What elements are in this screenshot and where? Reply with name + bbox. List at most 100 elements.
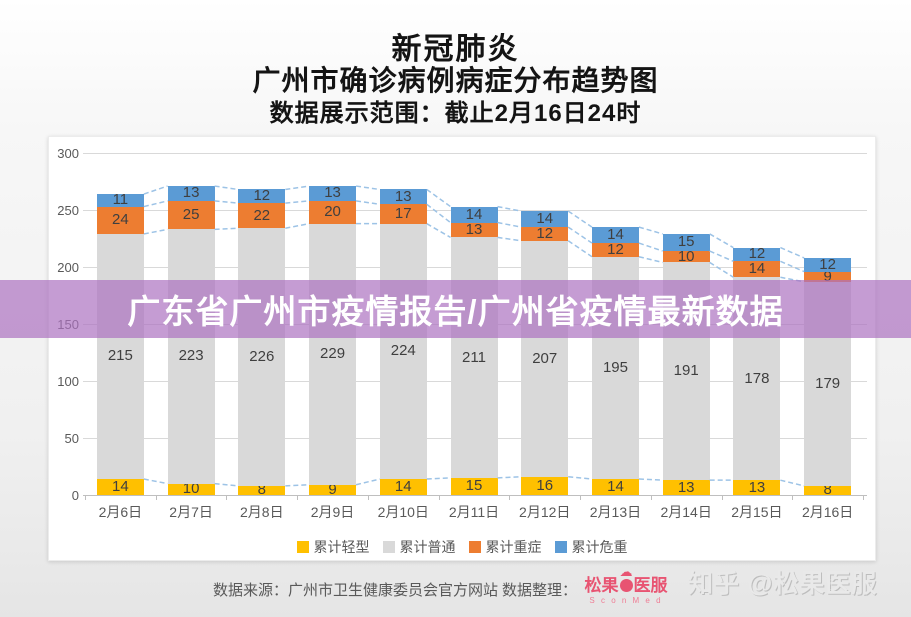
banner-text: 广东省广州市疫情报告/广州省疫情最新数据 <box>127 293 784 330</box>
x-axis-label: 2月9日 <box>310 504 355 520</box>
bar-segment-累计轻型 <box>662 480 710 495</box>
segment-value-label: 215 <box>107 347 133 365</box>
chart-legend: 累计轻型 累计普通 累计重症 累计危重 <box>49 537 875 557</box>
legend-swatch <box>554 541 567 553</box>
legend-item-累计重症: 累计重症 <box>468 537 542 557</box>
bar-segment-累计轻型 <box>379 479 427 495</box>
segment-value-label: 11 <box>112 191 129 209</box>
data-collation-label: 数据整理： <box>502 582 578 599</box>
legend-label: 累计危重 <box>571 539 628 555</box>
segment-value-label: 207 <box>532 349 558 367</box>
x-axis-tick <box>792 495 794 500</box>
bar-segment-累计重症 <box>591 243 639 257</box>
legend-swatch <box>382 541 395 553</box>
gridline <box>83 495 867 496</box>
segment-value-label: 14 <box>536 210 554 228</box>
segment-value-label: 211 <box>462 348 486 366</box>
segment-value-label: 8 <box>257 481 266 499</box>
segment-value-label: 13 <box>182 184 200 202</box>
bar-segment-累计轻型 <box>96 479 144 495</box>
bar-segment-累计普通 <box>450 237 498 478</box>
bar-segment-累计危重 <box>804 257 852 272</box>
legend-label: 累计普通 <box>399 539 456 555</box>
segment-value-label: 22 <box>253 206 271 224</box>
legend-label: 累计重症 <box>485 539 542 555</box>
segment-value-label: 15 <box>677 233 695 251</box>
bar-segment-累计危重 <box>521 211 569 228</box>
bar-segment-累计危重 <box>379 189 427 205</box>
y-axis-label: 250 <box>57 203 79 218</box>
segment-value-label: 179 <box>815 374 841 392</box>
segment-value-label: 191 <box>673 362 699 380</box>
segment-value-label: 25 <box>182 206 200 224</box>
segment-value-label: 12 <box>607 240 624 258</box>
legend-swatch <box>296 541 309 553</box>
x-axis-label: 2月15日 <box>731 504 783 520</box>
segment-value-label: 13 <box>394 187 412 205</box>
segment-value-label: 12 <box>536 224 554 242</box>
data-source-label: 数据来源：广州市卫生健康委员会官方网站 <box>213 582 499 599</box>
y-axis-label: 100 <box>57 374 79 389</box>
bar-segment-累计轻型 <box>238 485 286 495</box>
x-axis-tick <box>226 495 228 500</box>
footer: 数据来源：广州市卫生健康委员会官方网站 数据整理： 松果 ☁ 医服 S c o n … <box>0 561 911 617</box>
y-axis-label: 50 <box>64 431 79 446</box>
x-axis-tick <box>580 495 582 500</box>
bar-segment-累计普通 <box>96 233 144 480</box>
bar-segment-累计重症 <box>521 227 569 241</box>
songguo-logo: 松果 ☁ 医服 S c o n M e d <box>583 565 669 605</box>
bar-segment-累计危重 <box>167 186 215 201</box>
logo-text-right: 医服 <box>633 576 668 595</box>
segment-value-label: 226 <box>249 348 275 366</box>
x-axis-tick <box>297 495 299 500</box>
bar-segment-累计危重 <box>733 247 781 262</box>
y-axis-label: 300 <box>57 146 79 161</box>
y-axis-label: 200 <box>57 260 79 275</box>
bar-segment-累计轻型 <box>733 480 781 495</box>
overlay-banner: 广东省广州市疫情报告/广州省疫情最新数据 <box>0 280 911 338</box>
y-axis-label: 0 <box>71 488 79 503</box>
segment-value-label: 16 <box>536 476 554 494</box>
plot-area: 0501001502002503002月6日2月7日2月8日2月9日2月10日2… <box>49 137 875 560</box>
segment-value-label: 195 <box>602 358 628 376</box>
x-axis-label: 2月8日 <box>240 504 284 520</box>
segment-value-label: 14 <box>394 478 412 496</box>
page-subtitle: 广州市确诊病例病症分布趋势图 <box>252 65 659 96</box>
logo-text-left: 松果 <box>584 576 619 595</box>
x-axis-tick <box>155 495 157 500</box>
x-axis-tick <box>85 495 86 500</box>
legend-label: 累计轻型 <box>313 539 370 555</box>
bar-segment-累计轻型 <box>167 483 215 495</box>
segment-value-label: 14 <box>607 478 624 496</box>
segment-value-label: 12 <box>253 187 271 205</box>
segment-value-label: 10 <box>677 247 695 265</box>
segment-value-label: 10 <box>182 480 200 498</box>
segment-value-label: 20 <box>324 203 341 221</box>
gridline <box>83 153 867 154</box>
bar-segment-累计危重 <box>450 206 498 223</box>
bar-segment-累计普通 <box>167 229 215 484</box>
bar-segment-累计轻型 <box>450 477 498 495</box>
bar-segment-累计重症 <box>450 222 498 238</box>
segment-value-label: 13 <box>748 478 766 496</box>
segment-value-label: 14 <box>465 205 483 223</box>
segment-value-label: 15 <box>465 477 483 495</box>
data-range-note: 数据展示范围：截止2月16日24时 <box>269 100 642 127</box>
bar-segment-累计危重 <box>591 227 639 244</box>
segment-value-label: 13 <box>677 478 695 496</box>
bar-segment-累计普通 <box>379 223 427 480</box>
bar-segment-累计重症 <box>309 200 357 224</box>
x-axis-label: 2月7日 <box>169 504 213 520</box>
bar-segment-累计重症 <box>662 251 710 263</box>
segment-value-label: 178 <box>744 369 770 387</box>
bar-segment-累计轻型 <box>309 484 357 495</box>
bar-segment-累计轻型 <box>804 485 852 495</box>
bar-segment-累计重症 <box>804 271 852 282</box>
legend-item-累计危重: 累计危重 <box>554 537 628 557</box>
segment-value-label: 13 <box>324 184 341 202</box>
segment-value-label: 8 <box>823 481 832 499</box>
bar-segment-累计轻型 <box>521 476 569 495</box>
segment-value-label: 24 <box>112 211 129 229</box>
x-axis-tick <box>863 495 864 500</box>
logo-wordmark: 松果 ☁ 医服 <box>583 565 669 595</box>
